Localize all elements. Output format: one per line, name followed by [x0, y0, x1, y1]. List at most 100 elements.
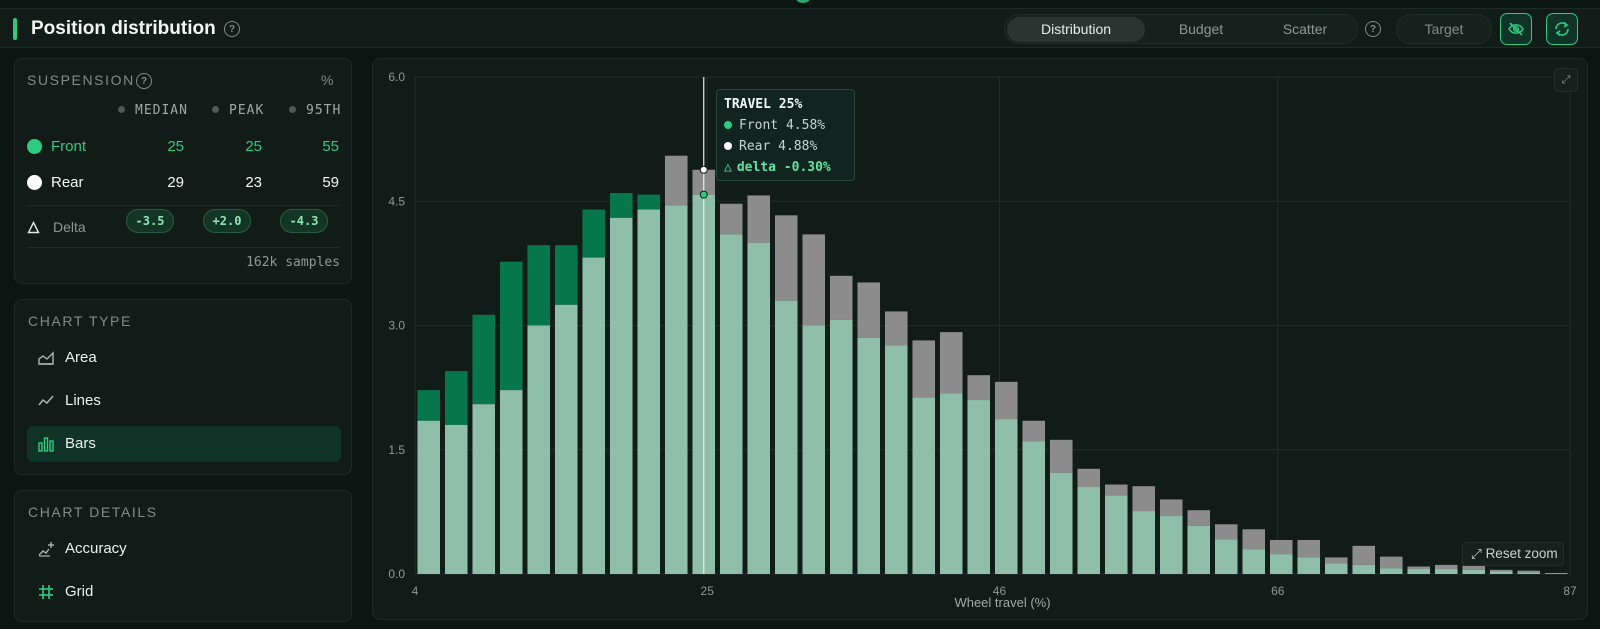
overlap-bar — [554, 304, 578, 574]
overlap-bar — [527, 325, 551, 574]
delta-icon — [27, 221, 40, 234]
tooltip-front: Front 4.58% — [724, 118, 825, 133]
overlap-bar — [1462, 569, 1486, 574]
rear-dot — [27, 175, 42, 190]
overlap-bar — [857, 337, 881, 574]
front-excess-bar — [582, 209, 606, 258]
tab-budget[interactable]: Budget — [1178, 21, 1224, 37]
bar-chart-icon — [38, 437, 54, 452]
rear-excess-bar — [1517, 570, 1541, 573]
hover-front-point — [699, 190, 708, 199]
rear-median: 29 — [167, 174, 184, 191]
y-tick-label: 0.0 — [388, 567, 405, 581]
overlap-bar — [609, 217, 633, 575]
y-tick-label: 6.0 — [388, 70, 405, 84]
overlap-bar — [1324, 563, 1348, 574]
column-peak: PEAK — [212, 103, 264, 118]
overlap-bar — [1104, 495, 1128, 574]
overlap-bar — [884, 345, 908, 574]
overlap-bar — [1544, 573, 1568, 574]
rear-excess-bar — [1434, 564, 1458, 570]
chart-type-area[interactable]: Area — [27, 340, 341, 376]
detail-grid[interactable]: Grid — [27, 574, 341, 610]
rear-excess-bar — [857, 282, 881, 338]
front-excess-bar — [637, 194, 661, 210]
overlap-bar — [1022, 441, 1046, 574]
front-label: Front — [51, 138, 87, 155]
rear-95th: 59 — [322, 174, 339, 191]
chart-type-bars-label: Bars — [65, 435, 96, 452]
overlap-bar — [1517, 572, 1541, 574]
delta-peak-chip: +2.0 — [203, 209, 251, 233]
overlap-bar — [499, 390, 523, 574]
rear-excess-bar — [719, 203, 743, 235]
rear-excess-bar — [1214, 524, 1238, 540]
rear-excess-bar — [1379, 556, 1403, 569]
front-dot — [27, 139, 42, 154]
rear-excess-bar — [1324, 557, 1348, 564]
overlap-bar — [912, 397, 936, 574]
overlap-bar — [1132, 511, 1156, 574]
delta-label: Delta — [53, 219, 86, 235]
rear-excess-bar — [1049, 439, 1073, 473]
overlap-bar — [417, 420, 441, 574]
rear-excess-bar — [1489, 569, 1513, 572]
rear-excess-bar — [1352, 545, 1376, 565]
expand-icon[interactable]: ⤢ — [1554, 68, 1578, 92]
tabs-help-icon[interactable]: ? — [1365, 21, 1381, 37]
front-excess-bar — [472, 314, 496, 405]
overlap-bar — [939, 393, 963, 574]
question-circle-icon[interactable]: ? — [224, 21, 240, 37]
rear-excess-bar — [829, 275, 853, 320]
detail-accuracy-label: Accuracy — [65, 540, 127, 557]
rear-excess-bar — [1187, 510, 1211, 526]
overlap-bar — [1242, 549, 1266, 574]
rear-excess-bar — [912, 340, 936, 398]
rear-excess-bar — [994, 381, 1018, 420]
overlap-bar — [829, 319, 853, 574]
overlap-bar — [719, 234, 743, 574]
overlap-bar — [1407, 569, 1431, 574]
chart-type-lines[interactable]: Lines — [27, 383, 341, 419]
column-95th: 95TH — [289, 103, 341, 118]
overlap-bar — [1379, 568, 1403, 574]
front-excess-bar — [609, 192, 633, 218]
reset-zoom-button[interactable]: ⤢ Reset zoom — [1462, 542, 1564, 566]
chart-type-caption: CHART TYPE — [28, 313, 132, 329]
overlap-bar — [664, 205, 688, 574]
rear-excess-bar — [1159, 499, 1183, 517]
front-excess-bar — [499, 261, 523, 391]
hide-button[interactable] — [1500, 13, 1532, 45]
overlap-bar — [967, 400, 991, 574]
target-button[interactable]: Target — [1396, 14, 1492, 44]
front-excess-bar — [417, 390, 441, 421]
rear-excess-bar — [1104, 484, 1128, 496]
chart-details-panel: CHART DETAILS Accuracy Grid — [14, 490, 352, 622]
tooltip-rear: Rear 4.88% — [724, 139, 817, 154]
overlap-bar — [1049, 472, 1073, 574]
front-excess-bar — [554, 245, 578, 305]
rear-excess-bar — [884, 311, 908, 346]
page-title: Position distribution — [31, 18, 216, 39]
front-excess-bar — [527, 245, 551, 326]
overlap-bar — [1214, 539, 1238, 574]
tab-distribution[interactable]: Distribution — [1007, 17, 1145, 42]
overlap-bar — [1159, 516, 1183, 574]
chart-details-caption: CHART DETAILS — [28, 504, 158, 520]
chart-type-bars[interactable]: Bars — [27, 426, 341, 462]
line-chart-icon — [38, 395, 54, 406]
x-tick-label: 87 — [1563, 584, 1577, 598]
accuracy-icon — [38, 542, 54, 557]
detail-accuracy[interactable]: Accuracy — [27, 531, 341, 567]
rear-peak: 23 — [245, 174, 262, 191]
tooltip-title: TRAVEL 25% — [724, 97, 803, 112]
rear-excess-bar — [802, 234, 826, 326]
delta-95th-chip: -4.3 — [280, 209, 328, 233]
tab-scatter[interactable]: Scatter — [1282, 21, 1328, 37]
suspension-help-icon[interactable]: ? — [136, 73, 152, 89]
suspension-caption: SUSPENSION — [27, 72, 135, 88]
page-header: Position distribution ? Distribution Bud… — [0, 8, 1600, 48]
refresh-button[interactable] — [1546, 13, 1578, 45]
x-tick-label: 66 — [1271, 584, 1285, 598]
